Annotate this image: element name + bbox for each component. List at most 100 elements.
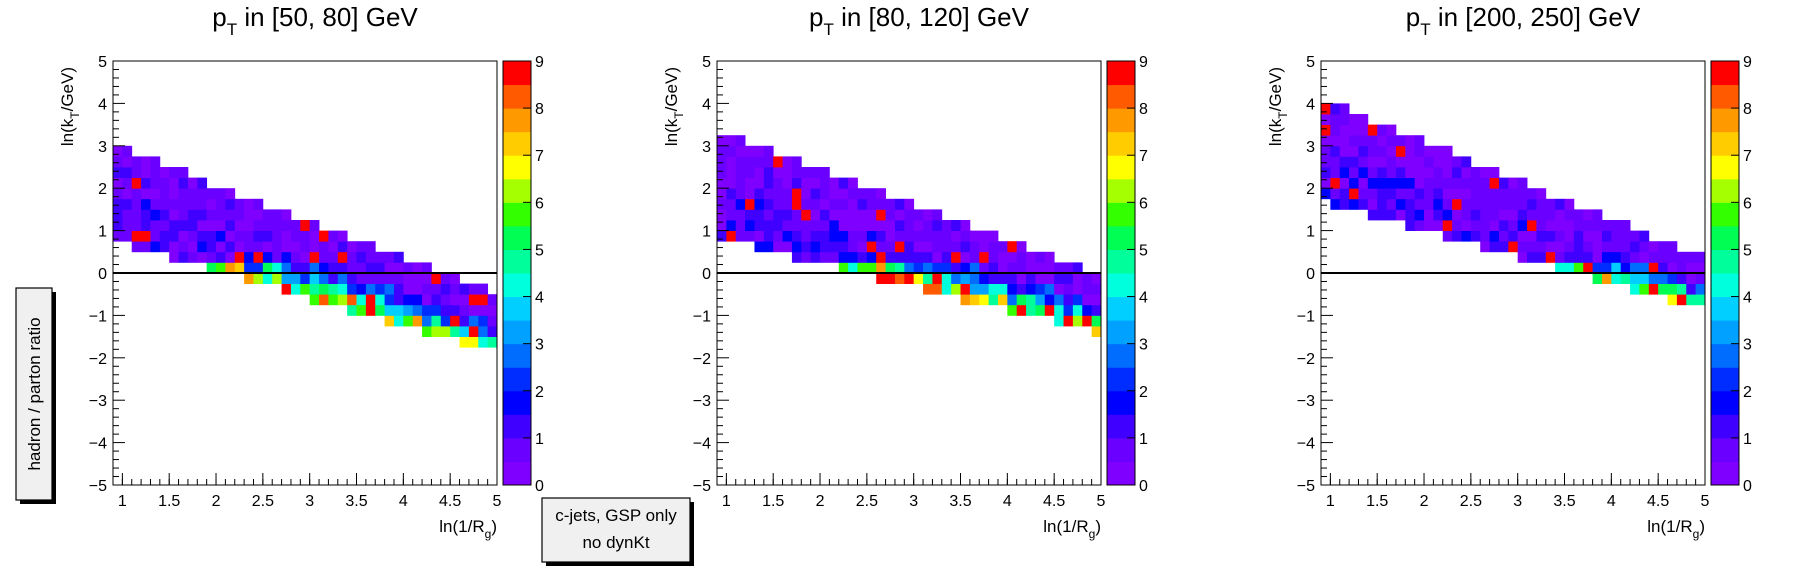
heatmap-cell (244, 230, 254, 242)
color-bar-segment (1107, 249, 1135, 274)
heatmap-cell (262, 241, 273, 253)
heatmap-cell (1648, 262, 1659, 274)
heatmap-cell (1470, 209, 1481, 221)
heatmap-cell (1601, 230, 1612, 242)
heatmap-cell (735, 167, 746, 178)
heatmap-cell (913, 241, 924, 253)
y-tick-label: 4 (98, 96, 107, 113)
color-bar-segment (1711, 296, 1739, 321)
heatmap-cell (763, 198, 774, 210)
heatmap-cell (1564, 220, 1575, 231)
heatmap-cell (1592, 251, 1603, 263)
heatmap-cell (1583, 251, 1594, 263)
x-axis-label: ln(1/Rg) (439, 517, 497, 541)
heatmap-cell (393, 251, 404, 263)
heatmap-cell (1016, 283, 1027, 295)
heatmap-cell (1489, 209, 1500, 221)
heatmap-cell (904, 230, 915, 242)
heatmap-cell (951, 283, 961, 295)
color-bar-tick-label: 2 (1743, 384, 1752, 401)
heatmap-cell (1358, 156, 1369, 168)
heatmap-cell (1007, 283, 1018, 295)
heatmap-cell (904, 198, 915, 210)
heatmap-cell (941, 283, 952, 295)
heatmap-cell (197, 241, 208, 253)
heatmap-cell (1498, 209, 1509, 221)
heatmap-cell (159, 230, 170, 242)
heatmap-cell (347, 251, 357, 263)
heatmap-cell (1676, 283, 1687, 295)
heatmap-cell (894, 230, 905, 242)
x-axis-label: ln(1/Rg) (1647, 517, 1705, 541)
heatmap-cell (1555, 230, 1565, 242)
heatmap-cell (1667, 273, 1678, 284)
heatmap-cell (829, 209, 840, 221)
heatmap-cell (478, 283, 489, 295)
color-bar-tick-label: 5 (1139, 242, 1148, 259)
heatmap-cell (356, 273, 367, 284)
heatmap-cell (431, 326, 442, 337)
heatmap-cell (848, 230, 858, 242)
heatmap-cell (216, 241, 226, 253)
heatmap-cell (1498, 220, 1509, 231)
color-bar-segment (503, 178, 531, 203)
heatmap-cell (1358, 135, 1369, 147)
heatmap-cell (1611, 251, 1622, 263)
heatmap-cell (141, 230, 151, 242)
color-bar-segment (1711, 178, 1739, 203)
heatmap-cell (1395, 198, 1406, 210)
heatmap-cell (1611, 262, 1622, 274)
heatmap-cell (1676, 251, 1687, 263)
heatmap-cell (801, 241, 812, 253)
heatmap-cell (169, 251, 179, 263)
heatmap-cell (754, 241, 765, 253)
heatmap-cell (1527, 188, 1537, 200)
heatmap-cell (1339, 124, 1350, 136)
heatmap-cell (1695, 251, 1706, 263)
heatmap-cell (829, 241, 840, 253)
heatmap-cell (1044, 262, 1055, 274)
heatmap-cell (1461, 177, 1472, 189)
x-axis: 1 1.5 2 2.5 3 3.5 4 4.5 5 (716, 473, 1106, 510)
heatmap-cell (829, 188, 840, 200)
y-tick-label: −5 (1297, 478, 1315, 495)
heatmap-cell (763, 156, 774, 168)
heatmap-cell (1082, 315, 1093, 327)
heatmap-cell (1424, 209, 1434, 221)
heatmap-cell (113, 209, 123, 221)
heatmap-cell (253, 262, 264, 274)
heatmap-cell (431, 315, 442, 327)
heatmap-cell (356, 283, 367, 295)
heatmap-cell (1044, 251, 1055, 263)
heatmap-cell (1016, 241, 1027, 253)
heatmap-cell (459, 283, 470, 295)
heatmap-cell (244, 209, 254, 221)
color-bar-tick-label: 8 (1139, 101, 1148, 118)
heatmap-cell (1583, 220, 1594, 231)
heatmap-cell (216, 230, 226, 242)
heatmap-cell (1349, 124, 1359, 136)
y-axis-label: ln(kT/GeV) (662, 67, 686, 146)
heatmap-cell (234, 262, 245, 274)
heatmap-cell (422, 273, 432, 284)
heatmap-cell (1508, 177, 1519, 189)
heatmap-cell (1395, 209, 1406, 221)
x-tick-label: 2 (816, 493, 825, 510)
heatmap-cell (763, 220, 774, 231)
heatmap-cell (1667, 283, 1678, 295)
heatmap-cell (1517, 241, 1528, 253)
heatmap-cell (1377, 188, 1387, 200)
color-bar-tick-label: 2 (1139, 384, 1148, 401)
heatmap-cell (319, 283, 329, 295)
heatmap-cell (1442, 167, 1453, 178)
color-bar-segment (1711, 61, 1739, 86)
heatmap-cell (262, 230, 273, 242)
heatmap-cell (1442, 220, 1453, 231)
heatmap-cell (206, 188, 217, 200)
y-tick-label: −2 (1297, 351, 1315, 368)
heatmap-cell (1676, 273, 1687, 284)
color-bar-segment (1711, 414, 1739, 439)
heatmap-cell (791, 220, 802, 231)
heatmap-cell (262, 209, 273, 221)
heatmap-cell (1480, 177, 1490, 189)
